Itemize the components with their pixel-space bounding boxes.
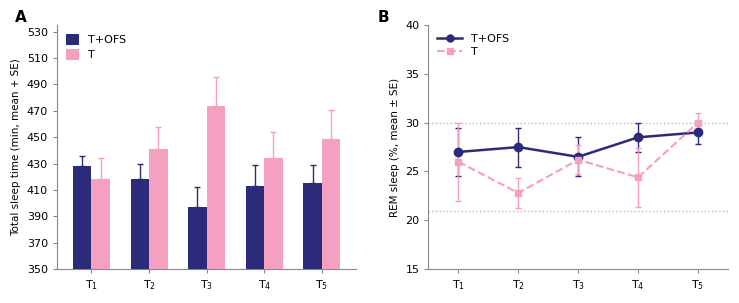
- Bar: [131, 179, 149, 303]
- Y-axis label: Total sleep time (min, mean + SE): Total sleep time (min, mean + SE): [11, 58, 21, 236]
- Legend: T+OFS, T: T+OFS, T: [63, 31, 129, 64]
- Bar: [149, 149, 168, 303]
- Text: A: A: [15, 11, 27, 25]
- Bar: [304, 183, 322, 303]
- Bar: [265, 158, 283, 303]
- Bar: [188, 207, 207, 303]
- Bar: [92, 179, 110, 303]
- Bar: [322, 138, 340, 303]
- Bar: [246, 186, 265, 303]
- Text: B: B: [378, 11, 389, 25]
- Y-axis label: REM sleep (%, mean ± SE): REM sleep (%, mean ± SE): [389, 78, 400, 217]
- Bar: [73, 166, 92, 303]
- Bar: [207, 105, 225, 303]
- Legend: T+OFS, T: T+OFS, T: [434, 31, 512, 61]
